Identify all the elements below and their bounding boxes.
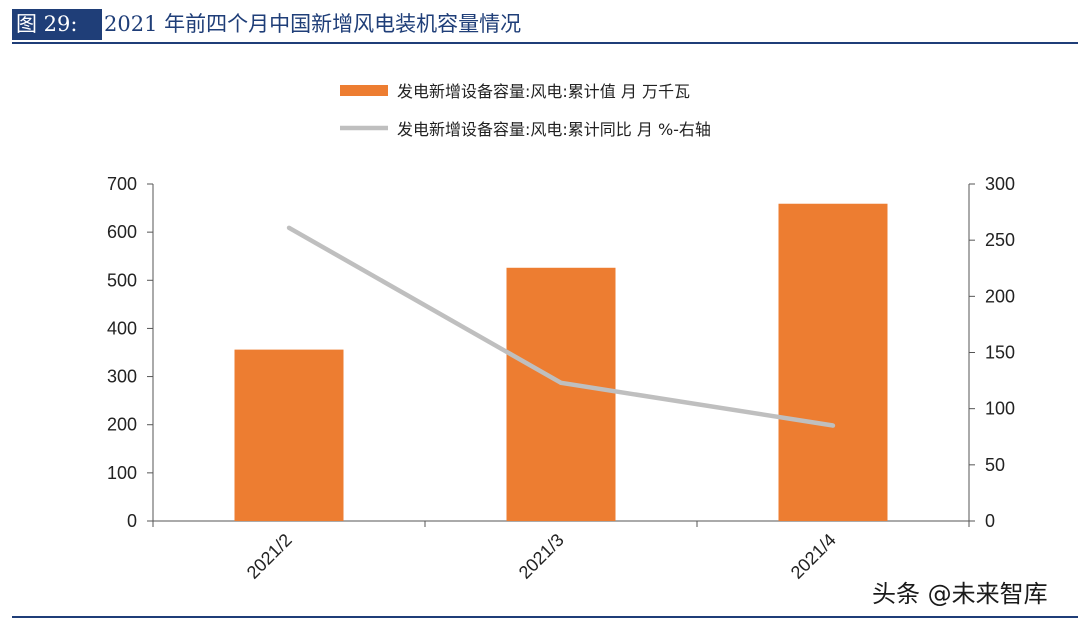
y-left-tick-label: 200 <box>107 415 137 435</box>
y-left-tick-label: 500 <box>107 270 137 290</box>
figure-title: 2021 年前四个月中国新增风电装机容量情况 <box>104 12 522 36</box>
y-right-tick-label: 250 <box>985 230 1015 250</box>
y-right-tick-label: 200 <box>985 286 1015 306</box>
y-left-tick-label: 400 <box>107 318 137 338</box>
y-right-tick-label: 50 <box>985 455 1005 475</box>
y-right-tick-label: 100 <box>985 399 1015 419</box>
y-right-tick-label: 150 <box>985 343 1015 363</box>
bar <box>778 203 888 521</box>
bar <box>506 267 616 521</box>
x-tick-label: 2021/4 <box>787 530 840 583</box>
legend-swatch-bar <box>340 85 388 96</box>
y-right-tick-label: 300 <box>985 174 1015 194</box>
footer-rule <box>12 616 1078 618</box>
figure-label: 图 29: <box>12 9 102 40</box>
legend-label-line: 发电新增设备容量:风电:累计同比 月 %-右轴 <box>397 120 711 139</box>
x-tick-label: 2021/3 <box>515 530 568 583</box>
y-left-tick-label: 100 <box>107 463 137 483</box>
y-right-tick-label: 0 <box>985 511 995 531</box>
y-left-tick-label: 700 <box>107 174 137 194</box>
legend-label-bar: 发电新增设备容量:风电:累计值 月 万千瓦 <box>397 82 690 101</box>
watermark: 头条 @未来智库 <box>872 580 1048 608</box>
line-point <box>286 225 292 231</box>
figure-header: 图 29: 2021 年前四个月中国新增风电装机容量情况 <box>12 8 1078 44</box>
bar <box>234 349 344 521</box>
y-left-tick-label: 600 <box>107 222 137 242</box>
line-point <box>830 423 836 428</box>
line-point <box>558 380 564 386</box>
y-left-tick-label: 0 <box>127 511 137 531</box>
x-tick-label: 2021/2 <box>243 530 296 583</box>
y-left-tick-label: 300 <box>107 367 137 387</box>
